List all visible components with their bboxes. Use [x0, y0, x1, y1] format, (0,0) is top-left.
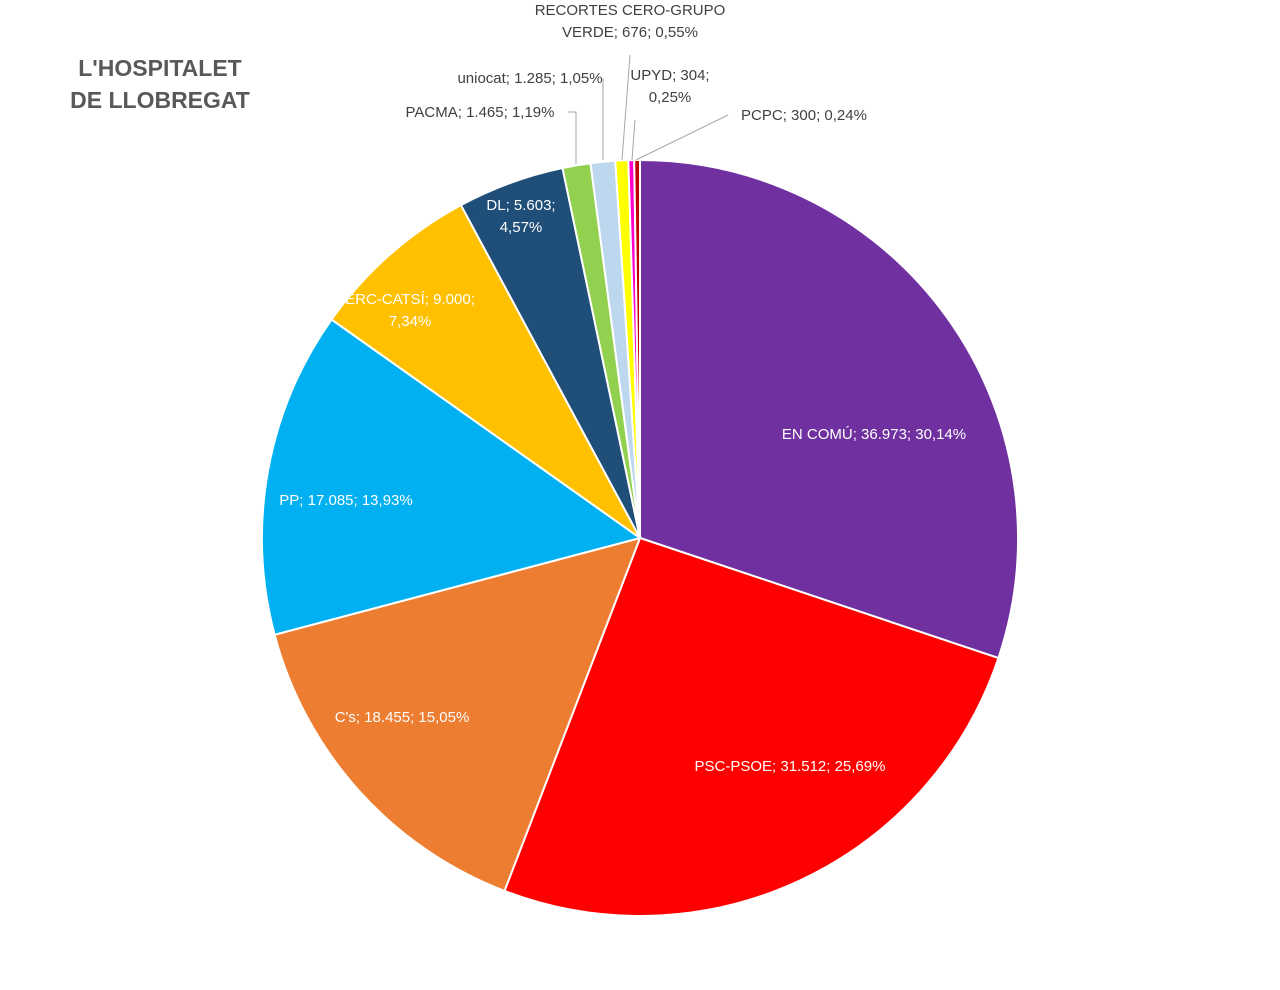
data-label-line: uniocat; 1.285; 1,05%: [457, 70, 602, 87]
leader-line-recortes-cero-grupo-verde: [621, 54, 631, 161]
pie-slices: [261, 158, 1019, 917]
data-label-line: EN COMÚ; 36.973; 30,14%: [782, 426, 966, 443]
chart-title-line-2: DE LLOBREGAT: [70, 87, 250, 113]
data-label-line: 7,34%: [389, 313, 432, 330]
data-label-line: PP; 17.085; 13,93%: [279, 492, 412, 509]
data-label-recortes-cero-grupo-verde: RECORTES CERO-GRUPO VERDE; 676; 0,55%: [535, 2, 726, 41]
leader-line-upyd: [631, 119, 636, 161]
data-label-erc-catsi: ERC-CATSÍ; 9.000; 7,34%: [345, 291, 475, 330]
data-label-c-s: C's; 18.455; 15,05%: [335, 709, 470, 726]
data-label-line: RECORTES CERO-GRUPO: [535, 2, 726, 19]
data-label-line: PACMA; 1.465; 1,19%: [406, 104, 555, 121]
data-label-upyd: UPYD; 304; 0,25%: [630, 67, 709, 106]
data-label-line: 0,25%: [649, 89, 692, 106]
chart-title: L'HOSPITALET DE LLOBREGAT: [40, 52, 280, 116]
data-label-line: VERDE; 676; 0,55%: [562, 24, 698, 41]
data-label-line: DL; 5.603;: [486, 197, 555, 214]
leader-line-pacma: [568, 111, 577, 164]
data-label-line: PSC-PSOE; 31.512; 25,69%: [695, 758, 886, 775]
leader-line-pcpc: [635, 114, 729, 161]
pie-slice-c-s: [273, 536, 642, 893]
data-label-line: 4,57%: [500, 219, 543, 236]
data-label-line: PCPC; 300; 0,24%: [741, 107, 867, 124]
data-label-pp: PP; 17.085; 13,93%: [279, 492, 412, 509]
data-label-dl: DL; 5.603; 4,57%: [486, 197, 555, 236]
leader-lines: [568, 54, 729, 164]
data-label-pacma: PACMA; 1.465; 1,19%: [406, 104, 555, 121]
pie-slice-pp: [261, 318, 643, 636]
data-label-uniocat: uniocat; 1.285; 1,05%: [457, 70, 602, 87]
pie-slice-en-comu: [639, 158, 1019, 660]
data-label-en-comu: EN COMÚ; 36.973; 30,14%: [782, 426, 966, 443]
data-label-line: C's; 18.455; 15,05%: [335, 709, 470, 726]
chart-title-line-1: L'HOSPITALET: [78, 55, 242, 81]
data-label-psc-psoe: PSC-PSOE; 31.512; 25,69%: [695, 758, 886, 775]
data-label-line: ERC-CATSÍ; 9.000;: [345, 291, 475, 308]
data-label-line: UPYD; 304;: [630, 67, 709, 84]
data-label-pcpc: PCPC; 300; 0,24%: [741, 107, 867, 124]
pie-slice-psc-psoe: [503, 536, 1000, 917]
pie-slice-erc-catsi: [330, 203, 641, 539]
data-labels: EN COMÚ; 36.973; 30,14% PSC-PSOE; 31.512;…: [279, 2, 966, 775]
